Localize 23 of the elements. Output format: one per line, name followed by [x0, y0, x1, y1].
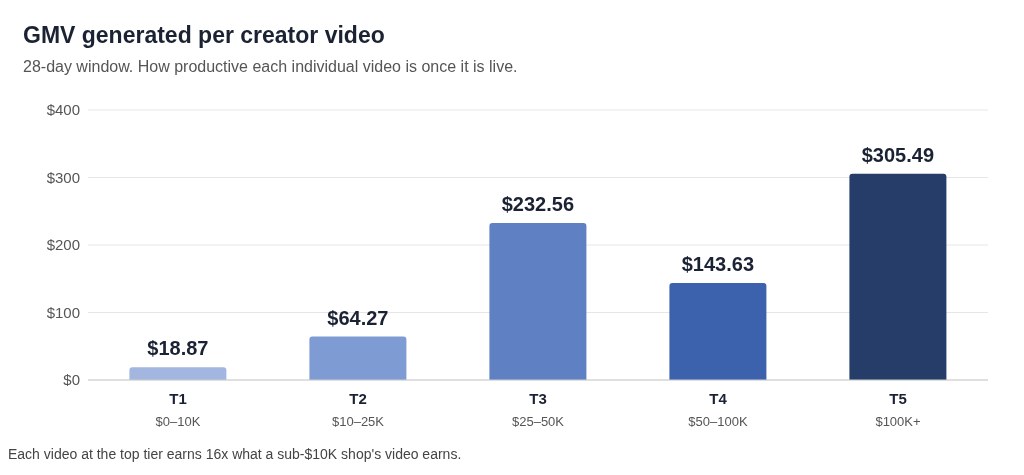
- y-tick-label: $300: [46, 168, 80, 186]
- x-tick-label: T2 $10–25K: [331, 390, 385, 429]
- data-label: $305.49: [861, 143, 935, 166]
- text: Each video at the top tier earns 16x what a sub-$10K shop's video earns.: [8, 446, 462, 462]
- data-label: $143.63: [681, 253, 755, 276]
- y-tick-label: $400: [46, 101, 80, 119]
- bar: [489, 223, 587, 380]
- y-tick-label: $100: [46, 303, 80, 321]
- data-label: $232.56: [501, 193, 575, 216]
- data-label: $18.87: [147, 337, 209, 360]
- data-label: $64.27: [327, 306, 389, 329]
- y-tick-label: $200: [46, 236, 80, 254]
- bar: [129, 367, 227, 380]
- chart-title: GMV generated per creator video: [23, 22, 385, 49]
- bar: [309, 336, 407, 380]
- bar: [849, 173, 947, 380]
- x-tick-label: T1 $0–10K: [155, 390, 201, 429]
- bar: [669, 283, 767, 380]
- x-tick-label: T5 $100K+: [875, 390, 921, 429]
- chart-subtitle: 28-day window. How productive each individual video is once it is live.: [23, 58, 518, 76]
- x-tick-label: T3 $25–50K: [511, 390, 565, 429]
- y-tick-label: $0: [63, 371, 80, 389]
- x-tick-label: T4 $50–100K: [688, 390, 748, 429]
